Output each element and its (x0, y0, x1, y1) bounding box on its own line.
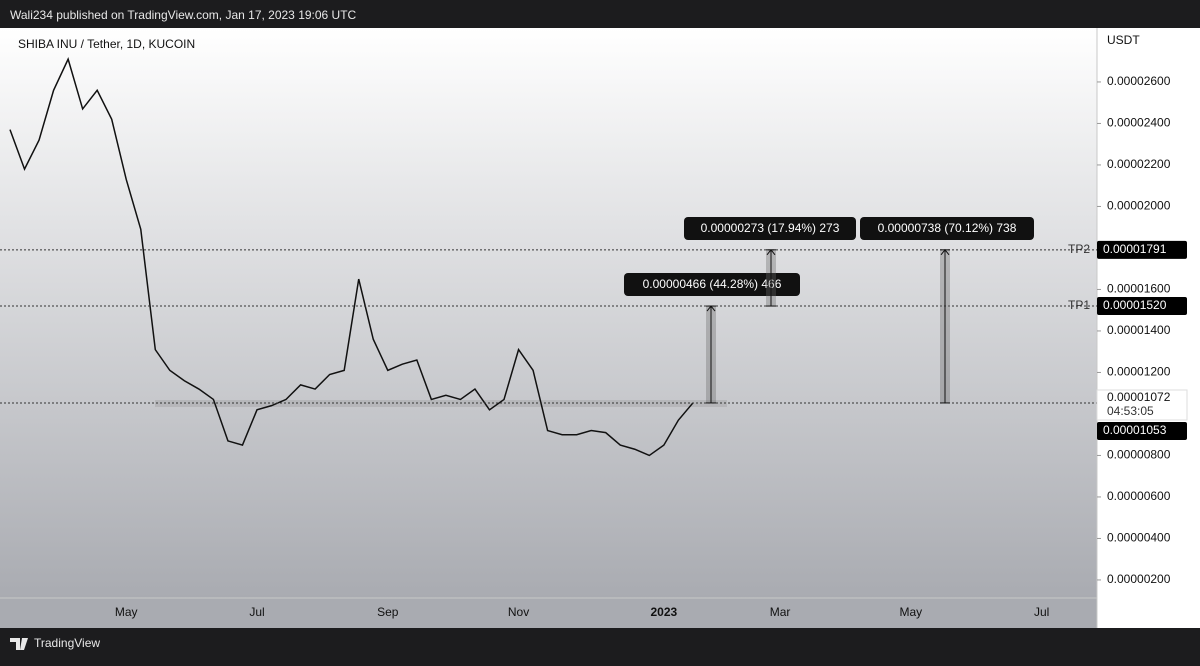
y-tick-label: 0.00002400 (1107, 116, 1171, 130)
level-price-box (1097, 240, 1187, 259)
x-axis-area (0, 598, 1097, 628)
last-price-box (1096, 389, 1188, 421)
level-price: 0.00001791 (1103, 242, 1167, 256)
y-tick-label: 0.00002600 (1107, 74, 1171, 88)
y-tick-label: 0.00001600 (1107, 282, 1171, 296)
y-tick-label: 0.00001400 (1107, 323, 1171, 337)
x-tick-label: Nov (508, 605, 529, 619)
brand: TradingView (34, 636, 100, 650)
chart-layer: 0.00000200 0.00000400 0.00000600 0.00000800… (0, 57, 1188, 619)
last-price: 0.00001072 (1107, 390, 1171, 404)
plot-area (0, 28, 1097, 598)
brand-logo (10, 638, 28, 650)
level-price: 0.00001053 (1103, 423, 1167, 437)
x-tick-label: May (900, 605, 923, 619)
measure-box (624, 273, 800, 296)
y-axis-area (1097, 28, 1200, 628)
y-tick-label: 0.00000200 (1107, 572, 1171, 586)
y-tick-label: 0.00002000 (1107, 199, 1171, 213)
level-price: 0.00001520 (1103, 298, 1167, 312)
x-tick-label: Jul (249, 605, 264, 619)
y-tick-label: 0.00002200 (1107, 157, 1171, 171)
level-name: TP2 (1068, 242, 1090, 256)
price-line (9, 57, 694, 457)
publish-note: Wali234 published on TradingView.com, Ja… (10, 8, 357, 22)
x-tick-label: Sep (377, 605, 399, 619)
level-price-box (1097, 422, 1187, 440)
chart-title: SHIBA INU / Tether, 1D, KUCOIN (18, 37, 195, 51)
y-tick-label: 0.00000400 (1107, 531, 1171, 545)
x-tick-label: 2023 (650, 605, 677, 619)
measure-label: 0.00000738 (70.12%) 738 (878, 221, 1017, 235)
level-name: TP1 (1068, 298, 1090, 312)
countdown: 04:53:05 (1107, 404, 1154, 418)
zone (155, 400, 727, 407)
measure-label: 0.00000273 (17.94%) 273 (701, 221, 840, 235)
y-tick-label: 0.00001200 (1107, 365, 1171, 379)
level-price-box (1097, 297, 1187, 316)
y-tick-label: 0.00000800 (1107, 448, 1171, 462)
measure-label: 0.00000466 (44.28%) 466 (643, 277, 782, 291)
y-tick-label: 0.00000600 (1107, 489, 1171, 503)
x-tick-label: Mar (770, 605, 791, 619)
x-tick-label: May (115, 605, 138, 619)
x-tick-label: Jul (1034, 605, 1049, 619)
y-unit: USDT (1107, 33, 1140, 47)
measure-box (860, 217, 1034, 240)
measure-box (684, 217, 856, 240)
